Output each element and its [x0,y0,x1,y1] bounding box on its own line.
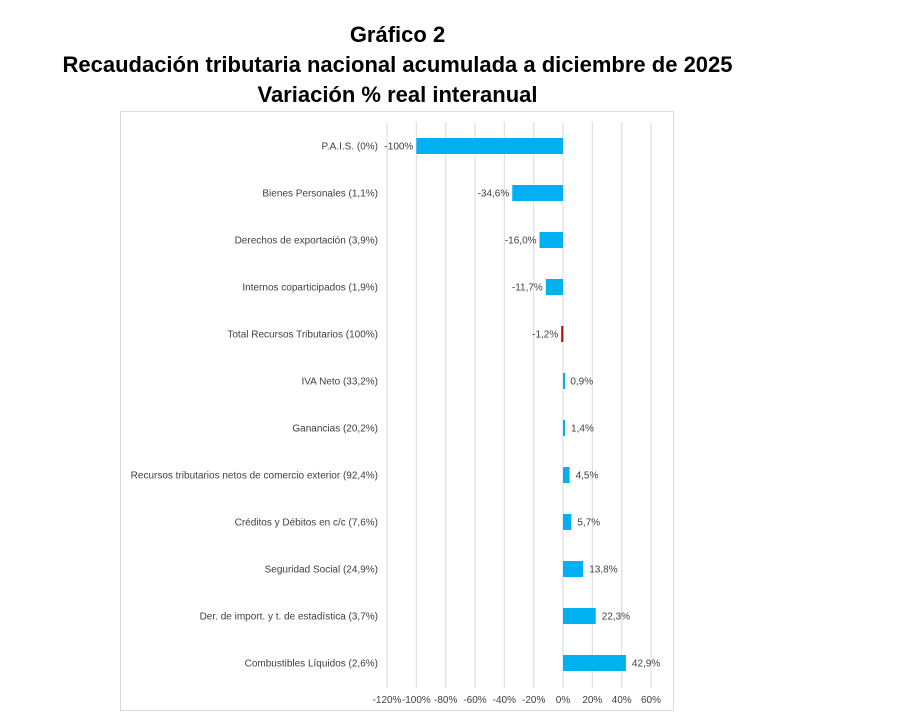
x-tick-label: 60% [641,695,661,706]
data-label: 22,3% [602,612,630,623]
bar [563,561,584,577]
chart-title-line-1: Gráfico 2 [349,22,446,47]
x-tick-label: 0% [556,695,571,706]
category-label: Combustibles Líquidos (2,6%) [245,659,378,670]
bar [563,373,565,389]
data-label: -34,6% [478,189,510,200]
category-label: P.A.I.S. (0%) [321,142,378,153]
chart-title-line-2: Recaudación tributaria nacional acumulad… [62,52,733,77]
data-label: 5,7% [577,518,600,529]
category-label: Bienes Personales (1,1%) [262,189,378,200]
category-label: Recursos tributarios netos de comercio e… [131,471,378,482]
x-tick-label: -100% [402,695,431,706]
data-label: 1,4% [571,424,594,435]
chart-title-line-3: Variación % real interanual [257,82,538,107]
category-label: Derechos de exportación (3,9%) [235,236,378,247]
data-label: 42,9% [632,659,660,670]
data-label: -11,7% [512,283,543,294]
category-label: Total Recursos Tributarios (100%) [227,330,378,341]
category-label: Internos coparticipados (1,9%) [242,283,378,294]
category-label: Seguridad Social (24,9%) [265,565,378,576]
chart-titles: Gráfico 2 Recaudación tributaria naciona… [0,20,795,110]
x-tick-label: -60% [463,695,486,706]
x-tick-label: -20% [522,695,545,706]
x-tick-label: 40% [612,695,632,706]
data-label: -16,0% [505,236,537,247]
x-tick-label: -40% [493,695,516,706]
bar [512,185,563,201]
category-label: Créditos y Débitos en c/c (7,6%) [235,518,378,529]
data-label: 0,9% [570,377,593,388]
bar [563,420,566,436]
chart-frame [120,111,674,711]
bar [563,514,572,530]
data-label: -1,2% [532,330,558,341]
bar [545,279,563,295]
bar [561,326,564,342]
x-tick-label: -120% [373,695,402,706]
data-label: 13,8% [589,565,617,576]
category-label: IVA Neto (33,2%) [301,377,378,388]
bar [563,608,596,624]
bar [539,232,563,248]
bar [563,655,626,671]
category-label: Ganancias (20,2%) [292,424,378,435]
bar [563,467,570,483]
x-tick-label: -80% [434,695,457,706]
category-label: Der. de import. y t. de estadística (3,7… [200,612,378,623]
data-label: -100% [384,142,413,153]
data-label: 4,5% [576,471,599,482]
x-tick-label: 20% [582,695,602,706]
bar [416,138,563,154]
